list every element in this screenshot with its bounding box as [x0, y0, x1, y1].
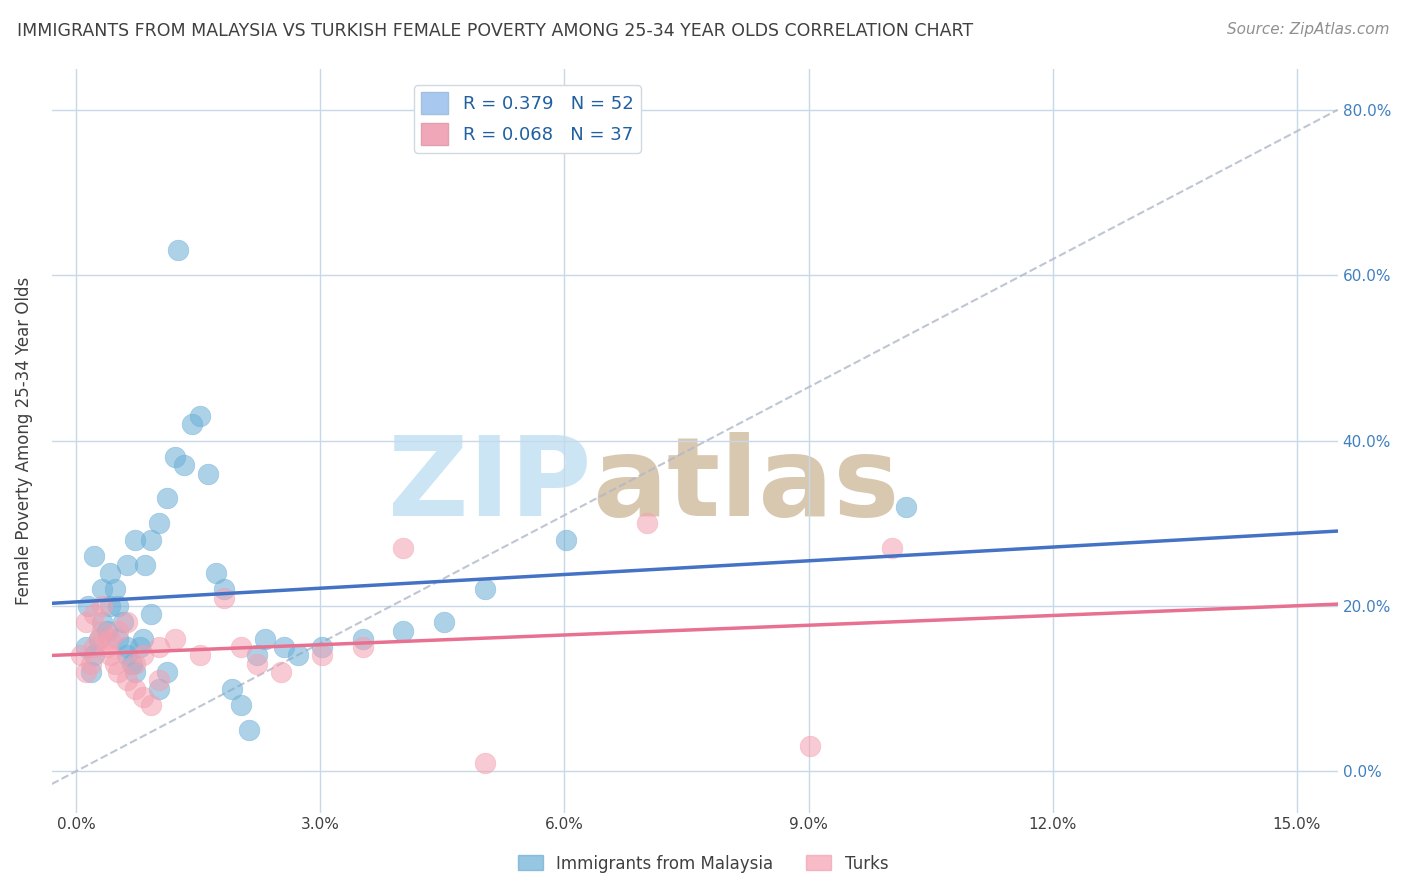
Point	[156, 491, 179, 506]
Point	[156, 665, 179, 679]
Point	[799, 739, 821, 754]
Point	[87, 632, 110, 646]
Text: ZIP: ZIP	[388, 432, 592, 539]
Point	[214, 591, 236, 605]
Point	[115, 640, 138, 655]
Point	[555, 533, 578, 547]
Point	[70, 648, 93, 663]
Point	[148, 516, 170, 531]
Point	[104, 657, 127, 671]
Point	[221, 681, 243, 696]
Point	[273, 640, 295, 655]
Point	[311, 648, 333, 663]
Point	[115, 648, 138, 663]
Point	[474, 756, 496, 770]
Point	[98, 566, 121, 580]
Point	[180, 417, 202, 431]
Point	[104, 582, 127, 597]
Point	[80, 657, 103, 671]
Point	[115, 673, 138, 688]
Point	[148, 681, 170, 696]
Point	[205, 566, 228, 580]
Point	[124, 665, 146, 679]
Point	[107, 624, 129, 638]
Point	[75, 665, 97, 679]
Point	[91, 599, 114, 613]
Point	[83, 648, 105, 663]
Point	[197, 467, 219, 481]
Point	[132, 648, 155, 663]
Legend: R = 0.379   N = 52, R = 0.068   N = 37: R = 0.379 N = 52, R = 0.068 N = 37	[415, 85, 641, 153]
Point	[139, 698, 162, 712]
Point	[188, 409, 211, 423]
Point	[128, 640, 150, 655]
Point	[124, 533, 146, 547]
Point	[124, 681, 146, 696]
Point	[115, 558, 138, 572]
Point	[96, 640, 118, 655]
Point	[134, 558, 156, 572]
Point	[139, 607, 162, 621]
Point	[352, 640, 374, 655]
Point	[880, 541, 903, 555]
Point	[83, 607, 105, 621]
Point	[139, 533, 162, 547]
Point	[107, 599, 129, 613]
Y-axis label: Female Poverty Among 25-34 Year Olds: Female Poverty Among 25-34 Year Olds	[15, 277, 32, 605]
Point	[75, 640, 97, 655]
Point	[474, 582, 496, 597]
Point	[311, 640, 333, 655]
Point	[238, 723, 260, 737]
Point	[107, 665, 129, 679]
Point	[83, 640, 105, 655]
Point	[896, 500, 918, 514]
Point	[75, 615, 97, 630]
Point	[637, 516, 659, 531]
Point	[392, 624, 415, 638]
Point	[165, 450, 187, 464]
Point	[112, 615, 135, 630]
Point	[253, 632, 276, 646]
Text: Source: ZipAtlas.com: Source: ZipAtlas.com	[1226, 22, 1389, 37]
Point	[270, 665, 292, 679]
Point	[83, 549, 105, 564]
Point	[91, 582, 114, 597]
Point	[91, 624, 114, 638]
Legend: Immigrants from Malaysia, Turks: Immigrants from Malaysia, Turks	[510, 848, 896, 880]
Point	[96, 624, 118, 638]
Point	[91, 615, 114, 630]
Point	[188, 648, 211, 663]
Point	[148, 673, 170, 688]
Point	[214, 582, 236, 597]
Point	[77, 599, 100, 613]
Point	[98, 632, 121, 646]
Point	[352, 632, 374, 646]
Point	[132, 690, 155, 704]
Point	[98, 648, 121, 663]
Point	[124, 657, 146, 671]
Point	[229, 698, 252, 712]
Point	[173, 458, 195, 473]
Point	[229, 640, 252, 655]
Text: IMMIGRANTS FROM MALAYSIA VS TURKISH FEMALE POVERTY AMONG 25-34 YEAR OLDS CORRELA: IMMIGRANTS FROM MALAYSIA VS TURKISH FEMA…	[17, 22, 973, 40]
Point	[80, 665, 103, 679]
Point	[148, 640, 170, 655]
Point	[287, 648, 309, 663]
Point	[246, 657, 269, 671]
Point	[87, 632, 110, 646]
Point	[115, 615, 138, 630]
Point	[433, 615, 456, 630]
Point	[132, 632, 155, 646]
Point	[165, 632, 187, 646]
Point	[121, 657, 143, 671]
Point	[392, 541, 415, 555]
Point	[167, 244, 190, 258]
Text: atlas: atlas	[592, 432, 900, 539]
Point	[98, 599, 121, 613]
Point	[107, 632, 129, 646]
Point	[246, 648, 269, 663]
